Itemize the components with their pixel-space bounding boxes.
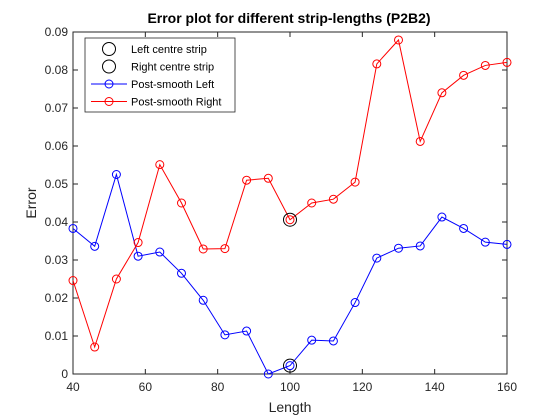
legend-item: Post-smooth Left — [91, 79, 214, 91]
series-0 — [283, 358, 297, 373]
legend-box — [84, 37, 236, 113]
y-tick-label: 0 — [61, 367, 68, 381]
x-tick-label: 40 — [66, 380, 80, 394]
x-tick-label: 100 — [280, 380, 300, 394]
series-2 — [68, 170, 512, 379]
legend-label: Left centre strip — [131, 44, 207, 56]
data-point — [133, 251, 143, 261]
y-tick-label: 0.02 — [45, 291, 69, 305]
x-tick-label: 140 — [425, 380, 445, 394]
data-point — [480, 60, 490, 70]
y-tick-label: 0.05 — [45, 177, 69, 191]
x-axis: 40 60 80 100 120 140 160 — [66, 32, 517, 394]
data-point — [220, 244, 230, 254]
data-point — [111, 170, 121, 179]
data-point — [177, 268, 186, 278]
y-axis: 0 0.01 0.02 0.03 0.04 0.05 0.06 0.07 0.08 0.09 — [45, 25, 507, 381]
legend-item: Left centre strip — [102, 42, 207, 56]
legend-marker — [104, 79, 114, 89]
legend-marker — [104, 97, 114, 106]
x-tick-label: 60 — [139, 380, 153, 394]
y-axis-label: Error — [23, 187, 39, 218]
data-point — [437, 212, 447, 222]
data-point — [285, 215, 295, 225]
data-point — [220, 330, 230, 340]
data-point — [415, 136, 425, 146]
legend-marker — [102, 59, 116, 74]
data-point — [198, 295, 208, 305]
data-point — [263, 173, 273, 183]
legend-item: Post-smooth Right — [91, 97, 221, 109]
series-3 — [68, 35, 512, 352]
data-point — [372, 59, 382, 69]
data-point — [372, 253, 382, 263]
data-point — [307, 198, 317, 208]
data-point — [480, 237, 490, 247]
data-point — [394, 243, 403, 253]
data-point — [68, 276, 78, 286]
centre-strip-marker — [283, 212, 297, 227]
y-tick-label: 0.04 — [45, 215, 69, 229]
data-point — [415, 241, 425, 251]
legend-item: Right centre strip — [102, 59, 214, 74]
x-tick-label: 80 — [211, 380, 225, 394]
data-point — [285, 361, 295, 371]
data-point — [459, 223, 469, 233]
legend-label: Right centre strip — [131, 62, 214, 74]
y-tick-label: 0.01 — [45, 329, 69, 343]
legend: Left centre strip Right centre strip Post-… — [84, 37, 236, 113]
y-tick-label: 0.09 — [45, 25, 69, 39]
data-point — [328, 336, 338, 346]
series-line — [72, 172, 508, 375]
y-tick-label: 0.07 — [45, 101, 69, 115]
data-point — [350, 177, 360, 187]
data-point — [307, 335, 317, 345]
x-axis-label: Length — [269, 399, 312, 415]
centre-strip-marker — [283, 358, 297, 373]
data-point — [90, 241, 100, 251]
data-point — [394, 35, 403, 45]
y-tick-label: 0.08 — [45, 63, 69, 77]
y-tick-label: 0.03 — [45, 253, 69, 267]
y-tick-label: 0.06 — [45, 139, 69, 153]
data-point — [328, 194, 338, 204]
data-point — [502, 57, 512, 67]
data-point — [68, 223, 78, 233]
legend-label: Post-smooth Right — [131, 97, 221, 109]
series-1 — [283, 212, 297, 227]
x-tick-label: 120 — [352, 380, 372, 394]
x-tick-label: 160 — [497, 380, 517, 394]
legend-marker — [102, 42, 116, 56]
data-point — [242, 326, 252, 336]
series-line — [72, 38, 508, 349]
data-point — [350, 298, 360, 308]
data-point — [502, 239, 512, 249]
chart-title: Error plot for different strip-lengths (… — [147, 10, 430, 26]
data-point — [111, 274, 121, 284]
series-layer — [68, 35, 512, 379]
data-point — [198, 244, 208, 254]
data-point — [177, 198, 186, 208]
data-point — [90, 342, 100, 352]
data-point — [155, 160, 165, 170]
data-point — [263, 369, 273, 379]
data-point — [459, 70, 469, 80]
legend-label: Post-smooth Left — [131, 79, 214, 91]
data-point — [133, 238, 143, 248]
data-point — [155, 247, 165, 257]
data-point — [437, 88, 447, 98]
data-point — [242, 175, 252, 185]
